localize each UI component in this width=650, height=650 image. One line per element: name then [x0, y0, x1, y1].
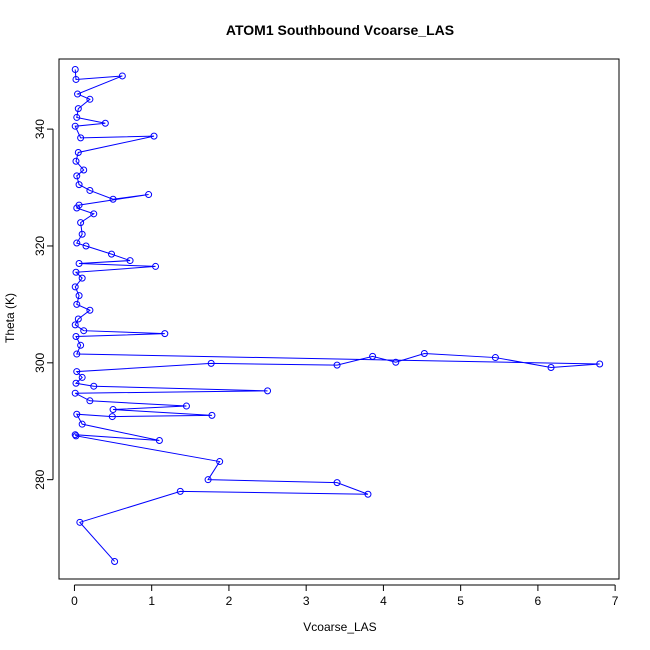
x-tick-label: 1: [148, 594, 155, 608]
data-point: [109, 406, 117, 414]
data-point: [80, 327, 88, 335]
data-point: [72, 75, 80, 83]
x-axis: 0 1 2 3 4 5 6 7: [71, 584, 619, 608]
y-tick-label: 320: [33, 236, 47, 256]
y-tick-label: 280: [33, 469, 47, 489]
y-axis-label: Theta (K): [3, 293, 17, 343]
x-axis-label: Vcoarse_LAS: [303, 620, 376, 634]
y-tick-label: 340: [33, 119, 47, 139]
data-point: [108, 413, 116, 421]
data-point: [72, 268, 80, 276]
data-point: [150, 132, 158, 140]
data-point: [74, 315, 82, 323]
data-point: [392, 358, 400, 366]
data-point: [155, 437, 163, 445]
data-point: [75, 292, 83, 300]
data-point: [204, 476, 212, 484]
data-point: [176, 487, 184, 495]
data-point: [161, 330, 169, 338]
data-point: [74, 90, 82, 98]
data-point: [73, 239, 81, 247]
data-point: [72, 432, 80, 440]
data-point: [90, 382, 98, 390]
data-point: [101, 119, 109, 127]
data-point: [333, 479, 341, 487]
data-point: [216, 458, 224, 466]
data-point: [145, 191, 153, 199]
data-point: [369, 352, 377, 360]
x-tick-label: 6: [535, 594, 542, 608]
data-point: [118, 72, 126, 80]
data-point: [73, 300, 81, 308]
series-layer: [71, 66, 604, 565]
chart-title: ATOM1 Southbound Vcoarse_LAS: [226, 22, 454, 38]
data-point: [152, 262, 160, 270]
data-point: [78, 373, 86, 381]
data-point: [80, 166, 88, 174]
data-point: [86, 95, 94, 103]
data-point: [596, 360, 604, 368]
data-point: [72, 379, 80, 387]
data-point: [207, 359, 215, 367]
data-point: [77, 341, 85, 349]
data-point: [333, 361, 341, 369]
y-axis: 280 300 320 340: [33, 119, 54, 490]
data-point: [71, 283, 79, 291]
data-point: [71, 389, 79, 397]
data-point: [71, 66, 79, 74]
data-point: [72, 157, 80, 165]
plot-frame: [58, 58, 620, 580]
x-tick-label: 4: [380, 594, 387, 608]
data-point: [547, 363, 555, 371]
data-point: [264, 387, 272, 395]
x-tick-label: 5: [457, 594, 464, 608]
data-point: [126, 257, 134, 265]
data-point: [71, 321, 79, 329]
data-point: [86, 186, 94, 194]
data-point: [111, 557, 119, 565]
data-point: [72, 333, 80, 341]
x-tick-label: 3: [303, 594, 310, 608]
data-point: [78, 420, 86, 428]
data-point: [74, 105, 82, 113]
data-point: [208, 411, 216, 419]
data-point: [77, 134, 85, 142]
data-point: [109, 195, 117, 203]
data-point: [73, 172, 81, 180]
data-point: [73, 204, 81, 212]
data-point: [82, 242, 90, 250]
data-point: [108, 250, 116, 258]
data-point: [77, 219, 85, 227]
data-point: [78, 274, 86, 282]
y-tick-label: 300: [33, 352, 47, 372]
data-point: [73, 113, 81, 121]
data-point: [491, 354, 499, 362]
data-point: [86, 306, 94, 314]
data-point: [73, 368, 81, 376]
data-point: [420, 349, 428, 357]
data-point: [75, 181, 83, 189]
data-point: [86, 397, 94, 405]
data-point: [90, 210, 98, 218]
data-point: [364, 490, 372, 498]
x-tick-label: 0: [71, 594, 78, 608]
data-point: [76, 518, 84, 526]
data-point: [78, 230, 86, 238]
x-tick-label: 7: [612, 594, 619, 608]
x-tick-label: 2: [226, 594, 233, 608]
data-point: [75, 259, 83, 267]
data-point: [74, 148, 82, 156]
data-point: [182, 402, 190, 410]
data-point: [71, 122, 79, 130]
data-point: [73, 410, 81, 418]
data-point: [73, 350, 81, 358]
data-point: [71, 431, 79, 439]
